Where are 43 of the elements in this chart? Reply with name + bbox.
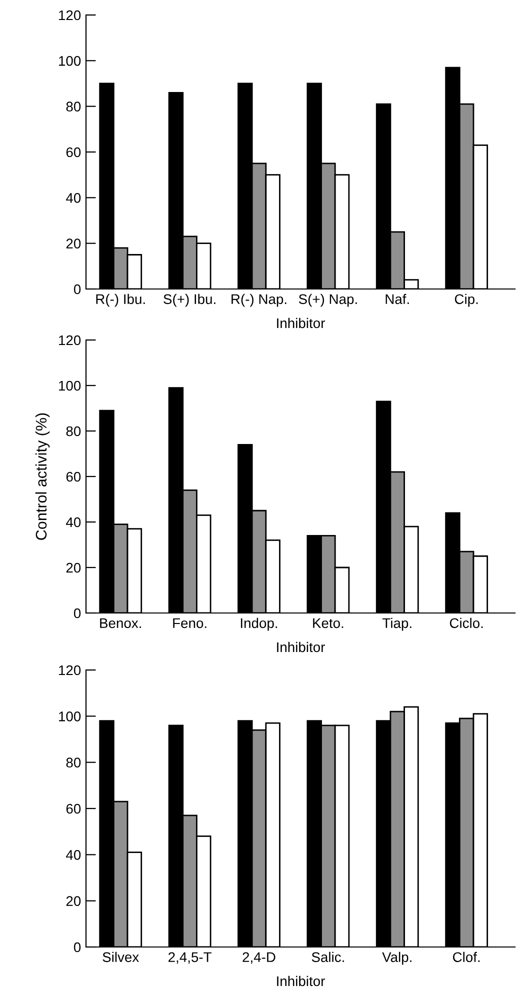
y-tick-label: 120: [59, 665, 81, 676]
x-tick-label: Tiap.: [382, 618, 412, 631]
y-tick-label: 60: [66, 147, 81, 158]
x-tick-label: Ciclo.: [450, 618, 483, 628]
x-axis-title: Inhibitor: [277, 642, 325, 652]
x-tick-label: Valp.: [382, 952, 412, 965]
y-tick-label: 80: [66, 758, 81, 768]
y-tick-label: 0: [74, 942, 81, 952]
x-tick-label: 2,4-D: [242, 952, 276, 964]
y-tick-label: 20: [66, 562, 81, 573]
y-tick-label: 20: [66, 238, 81, 249]
x-tick-label: Indop.: [240, 618, 278, 631]
y-tick-label: 60: [66, 804, 81, 814]
x-tick-label: Cip.: [454, 294, 478, 307]
x-tick-label: R(-) Nap.: [232, 294, 286, 307]
x-tick-label: Naf.: [386, 294, 409, 304]
x-axis-title: Inhibitor: [277, 318, 325, 328]
x-tick-label: R(-) Ibu.: [96, 294, 145, 307]
y-tick-label: 20: [66, 896, 81, 906]
y-tick-label: 120: [59, 10, 81, 20]
y-tick-label: 100: [59, 56, 81, 66]
x-tick-label: Benox.: [100, 618, 141, 628]
x-tick-label: S(+) Nap.: [298, 294, 357, 307]
x-axis-title: Inhibitor: [277, 976, 325, 986]
x-tick-label: Salic.: [312, 952, 344, 962]
x-tick-label: Keto.: [313, 618, 344, 628]
y-tick-label: 40: [66, 193, 81, 203]
x-tick-label: Silvex: [102, 952, 139, 962]
y-tick-label: 40: [66, 850, 81, 860]
y-tick-label: 120: [59, 335, 81, 346]
y-tick-label: 0: [74, 284, 81, 294]
x-tick-label: 2,4,5-T: [168, 952, 212, 964]
x-tick-label: S(+) Ibu.: [164, 294, 216, 307]
y-tick-label: 80: [66, 426, 81, 436]
y-axis-title: Control activity (%): [35, 413, 50, 540]
y-tick-label: 80: [66, 102, 81, 112]
x-tick-label: Clof.: [452, 952, 480, 962]
x-tick-label: Feno.: [173, 618, 206, 628]
y-tick-label: 100: [59, 380, 81, 391]
y-tick-label: 0: [74, 608, 81, 618]
y-tick-label: 40: [66, 517, 81, 528]
y-tick-label: 60: [66, 472, 81, 482]
y-tick-label: 100: [59, 712, 81, 722]
